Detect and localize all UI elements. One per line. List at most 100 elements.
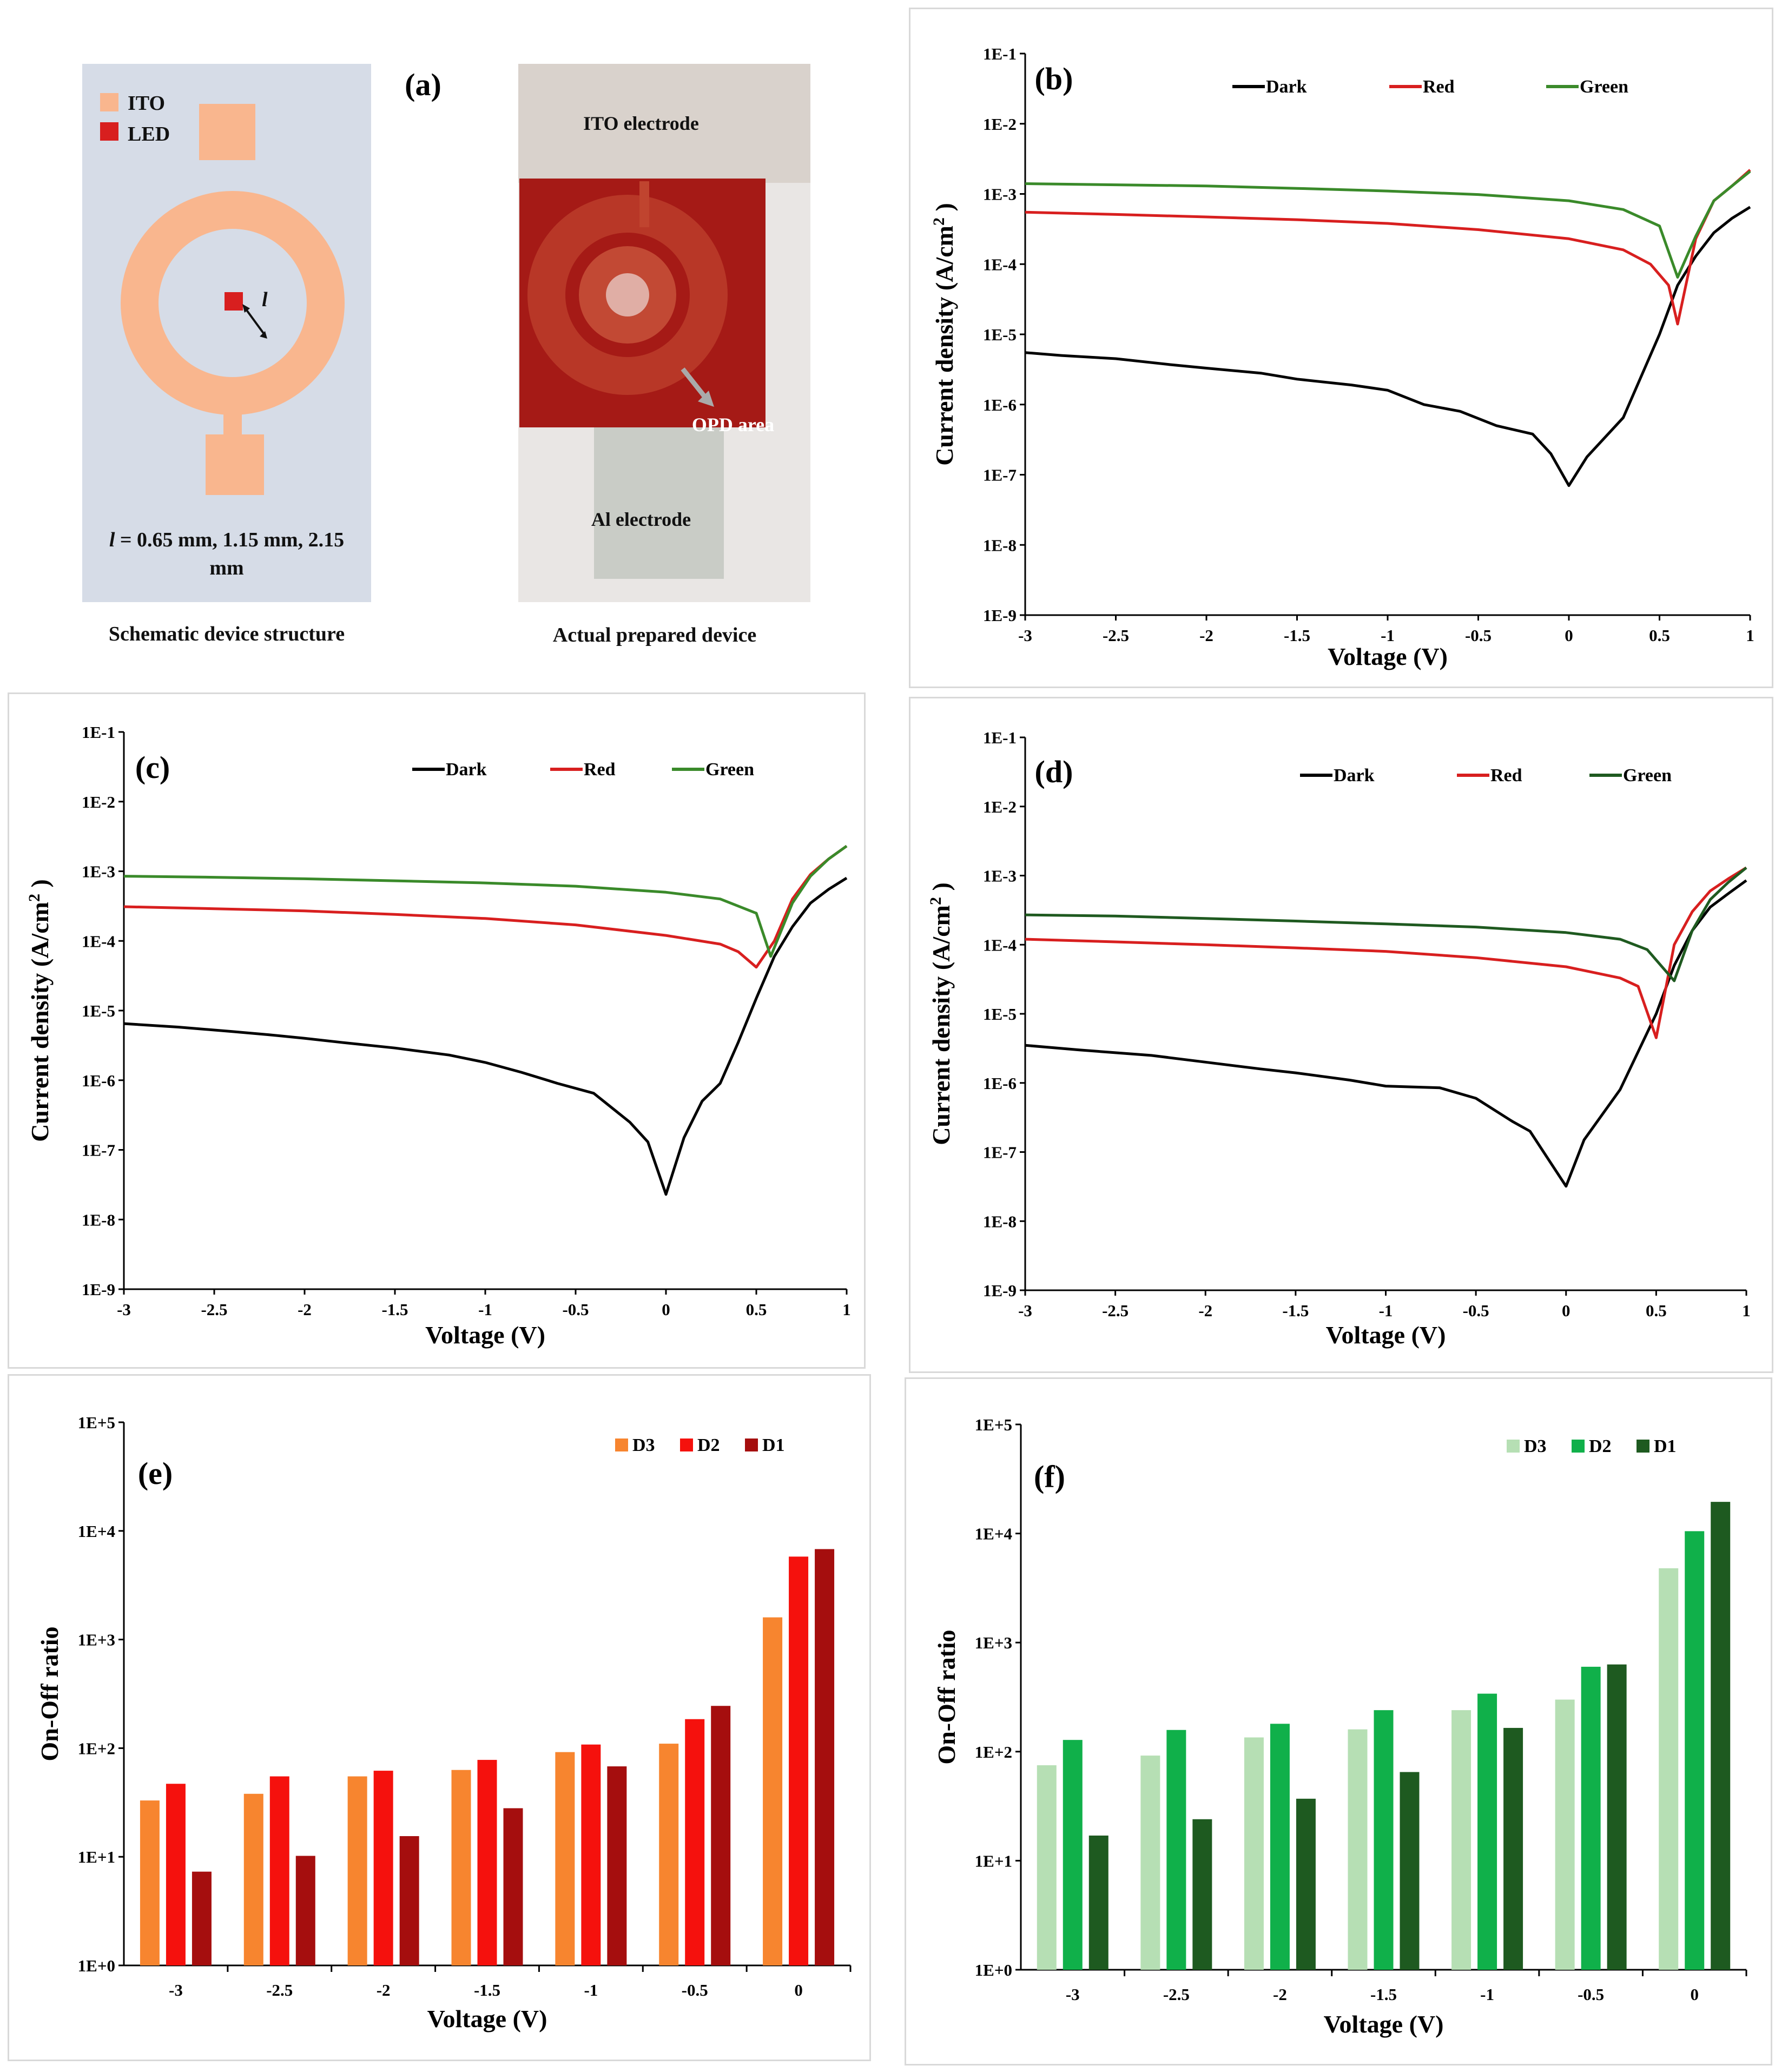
x-tick-label: -3: [1018, 1301, 1032, 1320]
y-axis-label: Current density (A/cm2 ): [930, 203, 959, 466]
legend-label-d1: D1: [762, 1435, 785, 1455]
device-photo: ITO electrode OPD area Al electrode: [518, 64, 810, 602]
bar-d3: [1659, 1568, 1679, 1970]
series-line-green: [123, 844, 848, 958]
chart-f-svg: 1E+0 1E+1 1E+2 1E+3 1E+4 1E+5 On-Off ratio Volt…: [933, 1415, 1747, 2038]
y-tick-label: 1E-4: [983, 255, 1017, 274]
x-tick-label: -1: [1381, 626, 1395, 645]
x-tick-label: 0.5: [746, 1300, 767, 1319]
legend-label-red: Red: [1490, 766, 1522, 786]
bar-d1: [1400, 1772, 1420, 1970]
x-axis-label: Voltage (V): [1324, 2010, 1444, 2038]
bar-d3: [555, 1752, 575, 1965]
x-tick-label: -2.5: [1103, 626, 1129, 645]
legend-label-green: Green: [1580, 77, 1628, 97]
y-tick-label: 1E-6: [82, 1071, 115, 1090]
y-tick-label: 1E+4: [975, 1525, 1012, 1543]
y-tick-label: 1E+0: [78, 1956, 115, 1975]
x-tick-label: -1.5: [1370, 1985, 1397, 2004]
y-tick-label: 1E+3: [78, 1631, 115, 1649]
ito-top-pad: [199, 104, 255, 160]
y-axis-label-sup: 2: [927, 897, 945, 905]
bar-d3: [1451, 1710, 1472, 1970]
bar-d1: [1296, 1798, 1316, 1970]
bar-d3: [659, 1744, 679, 1965]
y-tick-label: 1E+0: [975, 1961, 1012, 1979]
x-tick-label: -1.5: [1282, 1301, 1309, 1320]
x-tick-label: -1.5: [1284, 626, 1310, 645]
bar-d1: [607, 1766, 627, 1965]
bar-d1: [399, 1836, 419, 1965]
y-tick-label: 1E-8: [983, 536, 1017, 555]
photo-al-electrode: [594, 427, 724, 579]
y-tick-label: 1E+2: [78, 1739, 115, 1758]
panel-d: 1E-9 1E-8 1E-7 1E-6 1E-5 1E-4 1E-3 1E-2 1E-1 Curr…: [909, 697, 1773, 1373]
bar-d2: [581, 1744, 601, 1965]
y-axis-label-sup: 2: [930, 217, 948, 226]
x-tick-label: -2: [298, 1300, 312, 1319]
bar-d1: [1711, 1502, 1731, 1970]
y-tick-label: 1E-3: [983, 185, 1017, 204]
chart-c-svg: 1E-9 1E-8 1E-7 1E-6 1E-5 1E-4 1E-3 1E-2 1E-1 Curr…: [25, 723, 851, 1349]
photo-top-area: [518, 64, 810, 183]
y-tick-label: 1E+5: [975, 1415, 1012, 1434]
x-tick-label: -1: [1480, 1985, 1494, 2004]
y-tick-label: 1E-9: [983, 606, 1017, 625]
legend-swatch-d2: [680, 1438, 693, 1451]
panel-f: 1E+0 1E+1 1E+2 1E+3 1E+4 1E+5 On-Off ratio Volt…: [905, 1377, 1772, 2066]
x-tick-label: -2: [1198, 1301, 1212, 1320]
photo-opd-label: OPD area: [692, 414, 774, 435]
bar-d2: [685, 1719, 705, 1965]
bar-d1: [192, 1871, 212, 1965]
x-tick-label: -1: [584, 1981, 598, 2000]
y-tick-label: 1E-7: [983, 1143, 1017, 1162]
y-axis-label: On-Off ratio: [36, 1626, 63, 1761]
legend-label-green: Green: [705, 760, 754, 780]
dimension-l-label: l: [262, 288, 268, 311]
chart-b-svg: 1E-9 1E-8 1E-7 1E-6 1E-5 1E-4 1E-3 1E-2 1E-1 Curr…: [930, 44, 1754, 670]
y-tick-label: 1E-9: [82, 1280, 115, 1299]
photo-led-wire: [606, 273, 649, 316]
y-tick-label: 1E+3: [975, 1633, 1012, 1652]
y-tick-label: 1E-5: [983, 325, 1017, 344]
panel-label: (e): [138, 1456, 173, 1491]
x-tick-label: 0: [1690, 1985, 1699, 2004]
x-axis-label: Voltage (V): [1326, 1321, 1446, 1349]
bar-d2: [1477, 1693, 1497, 1970]
bar-d1: [711, 1706, 731, 1965]
x-tick-label: 0: [1562, 1301, 1571, 1320]
x-tick-label: -2.5: [266, 1981, 293, 2000]
y-tick-label: 1E-5: [82, 1001, 115, 1020]
y-axis-label-text: Current density (A/cm: [931, 226, 958, 466]
bar-d2: [1166, 1730, 1186, 1970]
bar-d3: [1037, 1765, 1057, 1970]
dimension-italic-l: l: [109, 529, 115, 551]
y-tick-label: 1E-6: [983, 1074, 1017, 1093]
bar-d3: [243, 1793, 263, 1965]
bar-d1: [1607, 1664, 1627, 1970]
legend-label-dark: Dark: [1266, 77, 1307, 97]
legend-swatch-d2: [1572, 1440, 1585, 1453]
x-tick-label: 1: [842, 1300, 851, 1319]
y-axis-label-close: ): [26, 879, 54, 894]
photo-ito-label: ITO electrode: [583, 113, 699, 134]
legend-swatch-d1: [1637, 1440, 1649, 1453]
y-tick-label: 1E-6: [983, 395, 1017, 414]
bar-d2: [1270, 1724, 1290, 1970]
bar-d2: [269, 1776, 289, 1965]
led-square: [225, 292, 243, 311]
x-tick-label: 0: [794, 1981, 803, 2000]
x-tick-label: 0.5: [1649, 626, 1670, 645]
bar-d1: [1503, 1727, 1523, 1970]
bar-d1: [1088, 1835, 1108, 1970]
y-tick-label: 1E-8: [983, 1212, 1017, 1231]
x-tick-label: 1: [1742, 1301, 1751, 1320]
series-line-green: [1025, 866, 1747, 982]
x-tick-label: -2: [377, 1981, 391, 2000]
panel-label: (f): [1034, 1459, 1065, 1494]
x-axis-label: Voltage (V): [425, 1321, 545, 1349]
legend-label-green: Green: [1623, 766, 1672, 786]
x-tick-label: -3: [1066, 1985, 1080, 2004]
y-tick-label: 1E-8: [82, 1210, 115, 1229]
bar-d2: [373, 1771, 393, 1965]
